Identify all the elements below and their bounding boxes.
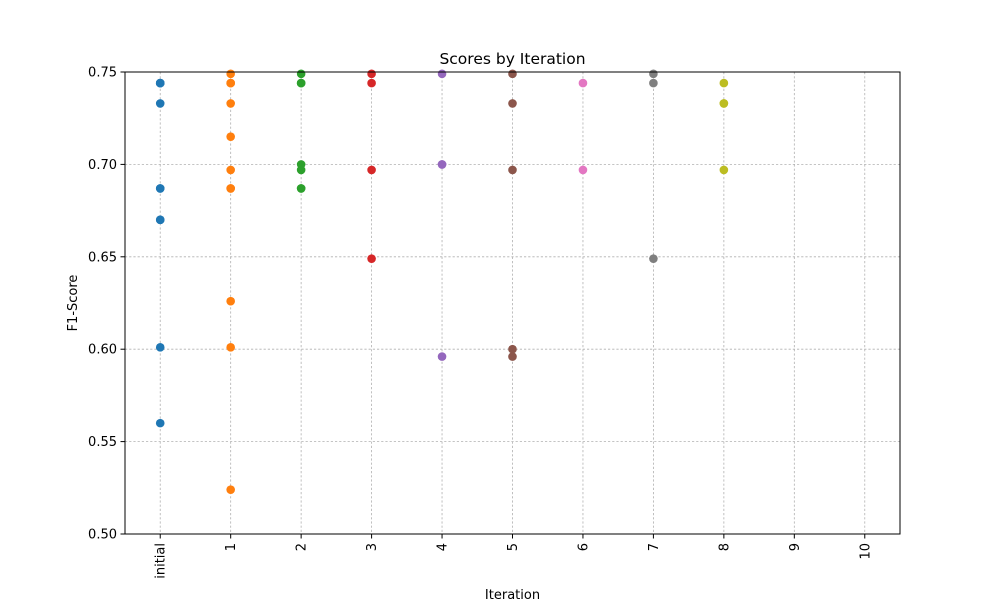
x-tick-label: 6: [576, 543, 591, 551]
data-points: [155, 69, 729, 494]
data-point: [508, 99, 517, 108]
data-point: [367, 78, 376, 88]
data-point: [649, 69, 658, 79]
data-point: [155, 78, 165, 88]
data-point: [437, 352, 447, 361]
data-point: [226, 69, 235, 79]
data-point: [296, 165, 306, 175]
data-point: [155, 215, 165, 225]
data-point: [226, 99, 235, 108]
axis-ticks: initial 1 2 3 4 5 6 7 8 9 10 0.50 0.55 0.60 0.65 0.70 0.…: [88, 66, 873, 579]
y-tick-label: 0.65: [88, 250, 117, 265]
data-point: [226, 296, 235, 306]
data-point: [367, 254, 376, 263]
x-tick-label: 8: [717, 543, 732, 551]
y-tick-label: 0.70: [88, 158, 117, 173]
data-point: [296, 78, 306, 88]
data-point: [367, 69, 376, 79]
data-point: [649, 78, 658, 88]
x-tick-label: 4: [436, 543, 451, 551]
data-point: [226, 78, 235, 88]
data-point: [226, 132, 235, 141]
x-tick-label: 3: [365, 543, 380, 551]
data-point: [437, 69, 447, 79]
data-point: [578, 165, 588, 175]
data-point: [155, 99, 165, 108]
data-point: [367, 165, 376, 175]
data-point: [508, 69, 517, 79]
data-point: [226, 184, 235, 193]
data-point: [155, 418, 165, 428]
y-tick-label: 0.50: [88, 528, 117, 543]
data-point: [226, 165, 235, 175]
data-point: [719, 165, 729, 175]
x-axis-label: Iteration: [485, 588, 540, 600]
data-point: [226, 343, 235, 352]
y-tick-label: 0.75: [88, 66, 117, 81]
x-tick-label: 2: [295, 543, 310, 551]
x-tick-label: 9: [788, 543, 803, 551]
data-point: [508, 344, 517, 354]
y-tick-label: 0.60: [88, 343, 117, 358]
data-point: [155, 343, 165, 352]
data-point: [578, 78, 588, 88]
data-point: [719, 78, 729, 88]
x-tick-label: initial: [154, 543, 169, 579]
x-tick-label: 5: [506, 543, 521, 551]
data-point: [649, 254, 658, 263]
chart-title: Scores by Iteration: [439, 50, 585, 68]
data-point: [508, 165, 517, 175]
data-point: [155, 184, 165, 193]
data-point: [296, 69, 306, 79]
x-tick-label: 10: [858, 543, 873, 560]
data-point: [719, 99, 729, 108]
x-tick-label: 7: [647, 543, 662, 551]
x-tick-label: 1: [224, 543, 239, 551]
data-point: [508, 352, 517, 361]
y-tick-label: 0.55: [88, 435, 117, 450]
y-axis-label: F1-Score: [66, 275, 81, 332]
data-point: [296, 184, 306, 193]
data-point: [226, 485, 235, 494]
data-point: [437, 160, 447, 169]
